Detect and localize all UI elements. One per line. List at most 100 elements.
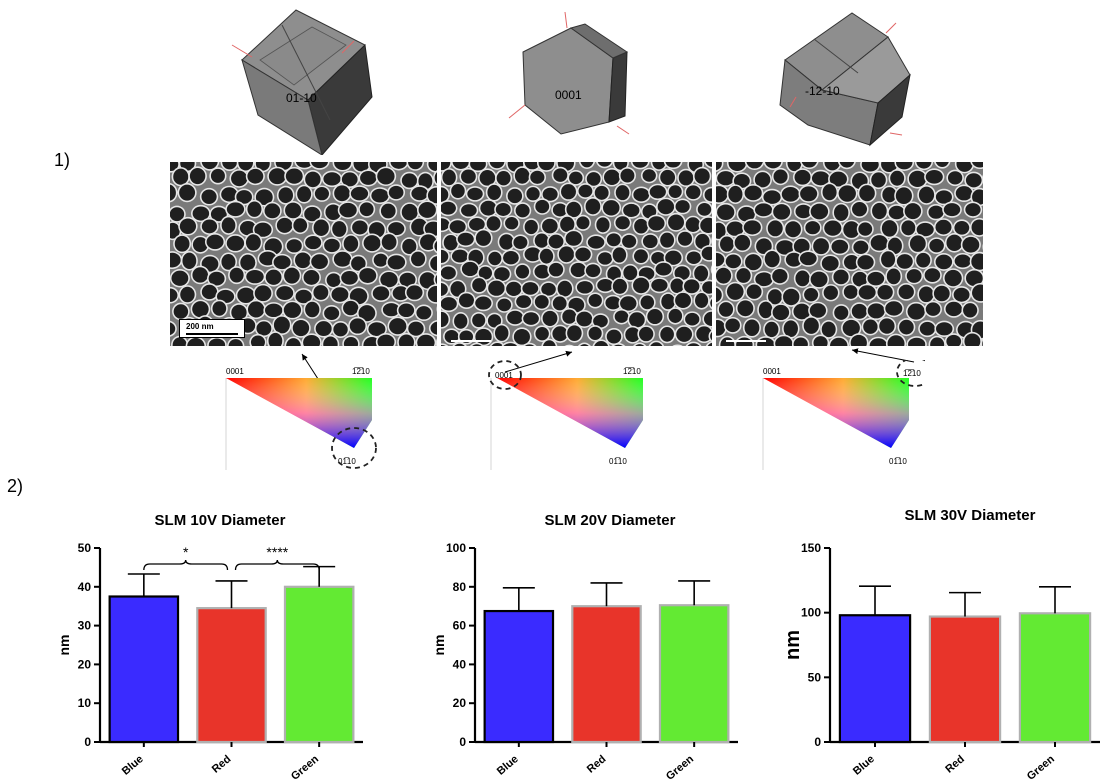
sem-pore — [513, 328, 530, 345]
sem-pore — [738, 206, 755, 222]
sem-pore — [695, 293, 709, 308]
sem-pore — [830, 337, 848, 346]
sem-pore — [226, 235, 245, 251]
sem-pore — [192, 237, 208, 253]
sem-pore — [823, 285, 838, 300]
sem-pore — [489, 162, 505, 169]
sem-pore — [245, 234, 261, 251]
sem-pore — [341, 172, 358, 187]
bar-chart-30v: 0 50 100 150 nm Blue Red Green — [785, 541, 1100, 783]
sem-pore — [212, 301, 227, 316]
sem-pore — [754, 203, 773, 217]
sem-pore — [869, 338, 888, 346]
sem-pore — [700, 217, 712, 233]
sem-pore — [867, 303, 885, 319]
sem-pore — [728, 162, 746, 171]
sem-pore — [933, 285, 950, 302]
sem-pore — [539, 248, 554, 264]
sem-pore — [488, 280, 505, 296]
sem-pore — [954, 254, 971, 268]
sem-pore — [813, 238, 829, 255]
sem-pore — [843, 221, 860, 238]
scale-bar — [726, 340, 766, 342]
sem-pore — [454, 343, 465, 346]
sem-pore-wall — [982, 243, 983, 251]
sem-pore — [794, 169, 811, 185]
sem-pore — [924, 268, 941, 283]
sem-pore — [677, 231, 693, 246]
ipf-corner-0001: 0001 — [495, 371, 513, 380]
sem-pore — [736, 268, 751, 283]
sem-pore — [623, 203, 640, 217]
sem-pore — [686, 185, 701, 200]
crystal-label-0001: 0001 — [555, 88, 582, 102]
sem-pore — [488, 251, 502, 266]
sem-pore — [871, 172, 886, 188]
sem-pore — [652, 162, 666, 170]
sem-pore — [530, 170, 545, 184]
sem-pore — [620, 296, 637, 311]
sem-pore — [925, 170, 943, 184]
sem-pore — [420, 234, 437, 250]
sem-pore — [534, 264, 551, 279]
sem-pore — [503, 343, 518, 346]
sem-pore — [925, 302, 941, 316]
sem-pore — [773, 169, 788, 184]
sem-pore — [441, 162, 451, 171]
sem-pore — [605, 296, 621, 310]
sem-pore — [580, 344, 589, 346]
sem-pore — [634, 218, 649, 234]
sem-pore — [642, 204, 657, 219]
sem-pore — [526, 187, 540, 201]
sem-pore — [916, 222, 934, 237]
sem-pore — [839, 162, 855, 168]
sem-pore — [638, 326, 654, 342]
sem-pore — [418, 202, 436, 218]
sem-pore — [660, 169, 676, 185]
sem-pore — [857, 255, 874, 270]
sem-pore — [772, 304, 790, 321]
sem-pore-wall — [564, 344, 574, 346]
sem-pore — [333, 251, 352, 267]
scale-bar — [451, 340, 491, 342]
sem-pore — [954, 220, 970, 235]
sem-pore — [417, 334, 435, 346]
sem-pore — [665, 162, 681, 168]
sem-pore — [895, 187, 912, 205]
sem-pore — [935, 254, 953, 270]
sem-micrograph-12-10 — [716, 162, 983, 346]
sem-pore — [339, 202, 357, 218]
sem-pore — [606, 233, 621, 247]
sem-pore — [469, 218, 485, 231]
sem-pore — [427, 187, 437, 204]
sem-pore — [746, 284, 762, 299]
sem-pore — [454, 313, 468, 329]
sem-pore — [472, 344, 482, 346]
sem-pore — [813, 336, 828, 346]
sem-pore — [670, 278, 684, 293]
sem-pore — [558, 246, 575, 263]
sem-pore — [904, 203, 922, 220]
sem-pore — [398, 303, 415, 318]
sem-pore — [254, 222, 272, 237]
sem-pore — [613, 344, 623, 346]
sem-pore — [697, 202, 712, 216]
sem-pore — [842, 319, 860, 337]
sem-pore — [733, 173, 750, 188]
sem-pore — [972, 189, 983, 205]
y-tick-label: 20 — [78, 657, 92, 671]
sem-pore — [793, 303, 811, 320]
x-tick-label: Blue — [851, 753, 877, 778]
ipf-triangle-1: 0001 1̅2̅10 01̅10 — [225, 367, 377, 470]
significance-bracket: * — [143, 544, 229, 571]
sem-pore — [831, 239, 849, 254]
sem-pore — [694, 168, 710, 184]
sem-pore — [411, 186, 428, 201]
ipf-highlight-circle — [488, 360, 522, 390]
bar-red — [928, 615, 1002, 744]
sem-pore — [411, 218, 428, 235]
sem-pore — [542, 218, 558, 234]
sem-pore — [399, 272, 416, 287]
sem-pore — [332, 221, 347, 237]
